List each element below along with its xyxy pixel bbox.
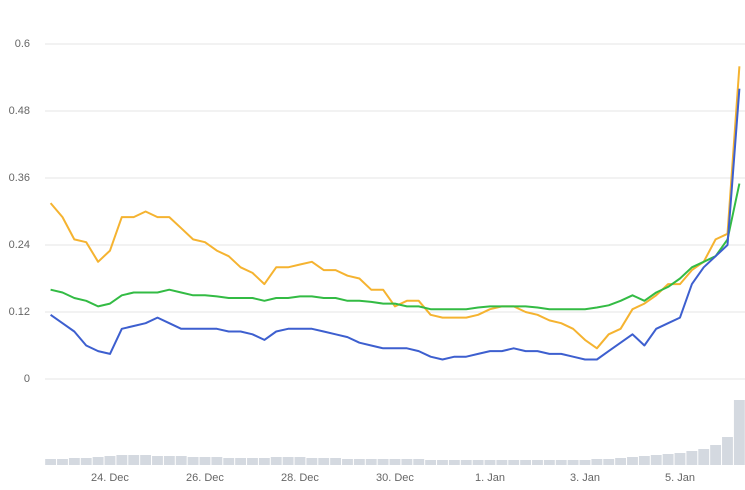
volume-bar	[686, 451, 698, 465]
volume-bar	[389, 459, 401, 465]
volume-bar	[80, 458, 92, 465]
volume-bar	[247, 458, 258, 465]
volume-bar	[508, 460, 520, 465]
y-tick-label: 0.6	[15, 38, 30, 50]
volume-bar	[116, 455, 128, 465]
volume-bar	[413, 459, 425, 465]
volume-bar	[270, 457, 282, 465]
x-tick-label: 26. Dec	[186, 472, 224, 484]
volume-bar	[579, 460, 591, 465]
volume-bar	[211, 457, 223, 465]
volume-bar	[294, 457, 306, 465]
volume-bar	[650, 455, 662, 465]
y-tick-label: 0.24	[9, 239, 30, 251]
volume-bar	[68, 458, 80, 465]
volume-bar	[342, 459, 353, 465]
volume-bar	[401, 459, 413, 465]
volume-bar	[733, 400, 745, 465]
volume-bar	[674, 453, 686, 465]
x-tick-label: 1. Jan	[475, 472, 505, 484]
volume-bar	[520, 460, 532, 465]
volume-bar	[662, 454, 674, 465]
volume-bar	[638, 456, 650, 465]
volume-bar	[353, 459, 365, 465]
volume-bar	[258, 458, 270, 465]
y-tick-label: 0	[24, 373, 30, 385]
volume-bar	[543, 460, 555, 465]
volume-bar	[306, 458, 318, 465]
volume-bar	[282, 457, 294, 465]
volume-bar	[140, 455, 152, 465]
volume-bar	[92, 457, 104, 465]
x-tick-label: 5. Jan	[665, 472, 695, 484]
volume-bar	[175, 456, 187, 465]
volume-bar	[567, 460, 579, 465]
volume-bar	[722, 437, 733, 465]
volume-bar	[532, 460, 543, 465]
volume-bar	[45, 459, 57, 465]
volume-bar	[615, 458, 627, 465]
series-line	[50, 88, 741, 361]
volume-bar	[472, 460, 484, 465]
x-tick-label: 30. Dec	[376, 472, 414, 484]
volume-bar	[330, 458, 342, 465]
volume-bar	[603, 459, 615, 465]
volume-bar	[104, 456, 116, 465]
volume-bar	[57, 459, 68, 465]
volume-bar	[627, 457, 638, 465]
volume-bar	[591, 459, 603, 465]
volume-bar	[128, 455, 140, 465]
x-tick-label: 24. Dec	[91, 472, 129, 484]
volume-bar	[377, 459, 389, 465]
volume-bar	[163, 456, 175, 465]
volume-bar	[555, 460, 567, 465]
y-tick-label: 0.12	[9, 306, 30, 318]
volume-bar	[698, 449, 710, 465]
volume-bar	[199, 457, 211, 465]
volume-bar	[437, 460, 448, 465]
volume-bar	[425, 460, 437, 465]
volume-bar	[223, 458, 235, 465]
volume-bar	[318, 458, 330, 465]
series-line	[50, 183, 741, 311]
volume-bar	[152, 456, 163, 465]
volume-bar	[365, 459, 377, 465]
x-tick-label: 3. Jan	[570, 472, 600, 484]
volume-bar	[710, 445, 722, 465]
volume-bar	[460, 460, 472, 465]
volume-bar	[484, 460, 496, 465]
volume-bar	[187, 457, 199, 465]
volume-bar	[235, 458, 247, 465]
volume-bar	[448, 460, 460, 465]
y-tick-label: 0.36	[9, 172, 30, 184]
volume-bar	[496, 460, 508, 465]
series-line	[49, 66, 741, 350]
y-tick-label: 0.48	[9, 105, 30, 117]
x-tick-label: 28. Dec	[281, 472, 319, 484]
